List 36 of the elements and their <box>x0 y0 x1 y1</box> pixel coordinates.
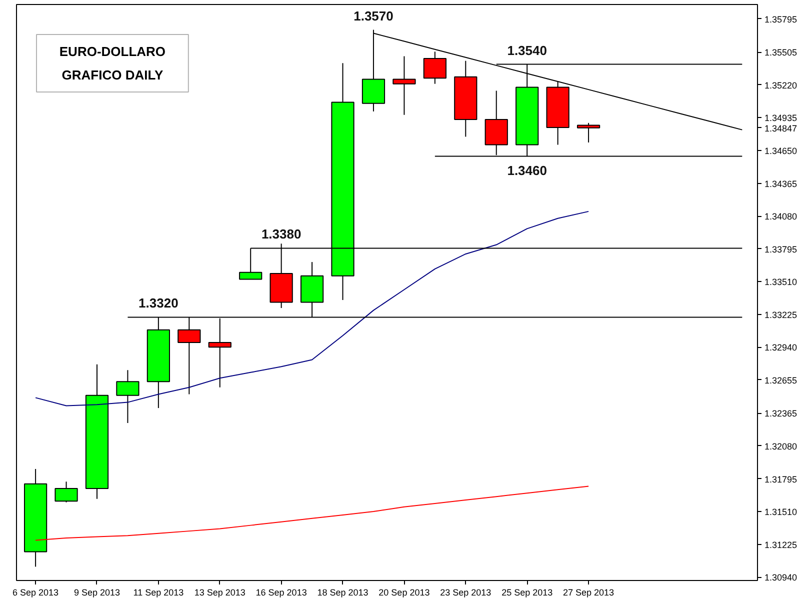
x-tick-label: 13 Sep 2013 <box>194 588 246 598</box>
y-tick-label: 1.32655 <box>764 375 798 386</box>
y-tick-label: 1.34365 <box>764 178 798 189</box>
text: EURO-DOLLARO <box>59 44 166 60</box>
x-tick-label: 27 Sep 2013 <box>563 588 614 598</box>
annotation: 1.3320 <box>138 296 178 311</box>
text: GRAFICO DAILY <box>62 67 164 82</box>
x-tick-label: 23 Sep 2013 <box>440 588 492 598</box>
y-tick-label: 1.35505 <box>764 48 798 58</box>
y-tick-label: 1.34935 <box>764 113 798 124</box>
y-tick-label: 1.32940 <box>764 342 798 353</box>
annotation: 1.3460 <box>507 162 547 178</box>
y-tick-label: 1.31510 <box>764 507 798 518</box>
y-tick-label: 1.32080 <box>764 441 798 452</box>
y-tick-label: 1.35795 <box>764 14 798 24</box>
y-tick-label: 1.34080 <box>764 212 798 222</box>
x-tick-label: 16 Sep 2013 <box>256 588 307 598</box>
x-tick-label: 6 Sep 2013 <box>12 588 59 598</box>
x-tick-label: 20 Sep 2013 <box>378 588 430 598</box>
y-tick-label: 1.31795 <box>764 474 798 484</box>
annotation: 1.3380 <box>261 226 302 242</box>
y-tick-label: 1.34650 <box>764 146 798 156</box>
y-tick-label: 1.35220 <box>764 80 798 90</box>
y-tick-label: 1.32365 <box>764 408 798 419</box>
y-tick-label: 1.33795 <box>764 244 798 254</box>
y-tick-label: 1.33510 <box>764 277 798 288</box>
y-tick-label: 1.31225 <box>764 540 798 550</box>
x-tick-label: 18 Sep 2013 <box>317 588 368 598</box>
y-tick-label: 1.33225 <box>764 310 798 320</box>
annotation: 1.3540 <box>507 42 547 58</box>
x-tick-label: 25 Sep 2013 <box>502 588 553 598</box>
annotation: 1.3570 <box>354 8 394 24</box>
x-tick-label: 11 Sep 2013 <box>133 588 184 598</box>
y-tick-label: 1.30940 <box>764 572 798 583</box>
y-tick-label: 1.34847 <box>764 123 798 134</box>
x-tick-label: 9 Sep 2013 <box>74 588 120 598</box>
